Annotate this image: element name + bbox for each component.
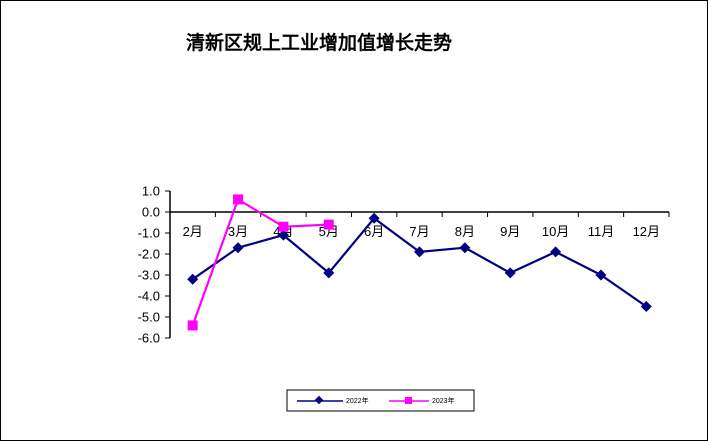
chart-title: 清新区规上工业增加值增长走势 <box>186 31 452 54</box>
legend-box <box>286 389 475 412</box>
data-point-0 <box>277 229 289 241</box>
x-tick-label: 11月 <box>588 224 615 239</box>
y-tick-label: 0.0 <box>142 205 160 220</box>
data-point-0 <box>504 267 516 279</box>
series-line-1 <box>191 198 329 326</box>
legend-marker-2023 <box>405 397 412 404</box>
y-tick-label: 1.0 <box>142 184 160 199</box>
data-point-1 <box>323 219 334 230</box>
data-point-0 <box>368 212 380 224</box>
data-point-1 <box>187 320 198 331</box>
y-tick-label: -2.0 <box>138 247 160 262</box>
y-axis-ticks: 1.0 0.0 -1.0 -2.0 -3.0 -4.0 -5.0 -6.0 <box>138 184 170 346</box>
data-point-0 <box>550 246 562 258</box>
x-axis-ticks: 2月3月4月5月6月7月8月9月10月11月12月 <box>169 212 670 239</box>
data-point-1 <box>233 194 244 205</box>
y-tick-label: -5.0 <box>138 310 160 325</box>
data-point-0 <box>414 246 425 258</box>
data-point-0 <box>232 242 244 254</box>
x-tick-label: 12月 <box>633 224 660 239</box>
x-tick-label: 5月 <box>319 224 339 239</box>
data-point-0 <box>595 269 607 281</box>
data-point-0 <box>459 242 471 254</box>
legend-label-2023: 2023年 <box>432 396 455 405</box>
legend-marker-2022 <box>314 395 324 405</box>
data-point-0 <box>323 267 335 279</box>
axes <box>169 191 669 338</box>
x-tick-label: 2月 <box>183 224 203 239</box>
legend: 2022年 2023年 <box>286 389 475 412</box>
x-tick-label: 9月 <box>500 224 520 239</box>
y-tick-label: -6.0 <box>138 331 160 346</box>
x-tick-label: 7月 <box>409 224 429 239</box>
data-point-0 <box>187 273 199 285</box>
data-point-0 <box>640 301 652 312</box>
data-point-1 <box>278 221 289 232</box>
legend-label-2022: 2022年 <box>346 396 369 405</box>
x-tick-label: 8月 <box>455 224 475 239</box>
y-tick-label: -4.0 <box>138 289 160 304</box>
y-tick-label: -3.0 <box>138 268 160 283</box>
x-tick-label: 10月 <box>542 224 569 239</box>
x-tick-label: 6月 <box>364 224 384 239</box>
x-tick-label: 3月 <box>228 224 248 239</box>
y-tick-label: -1.0 <box>138 226 160 241</box>
series-layer <box>187 194 652 331</box>
